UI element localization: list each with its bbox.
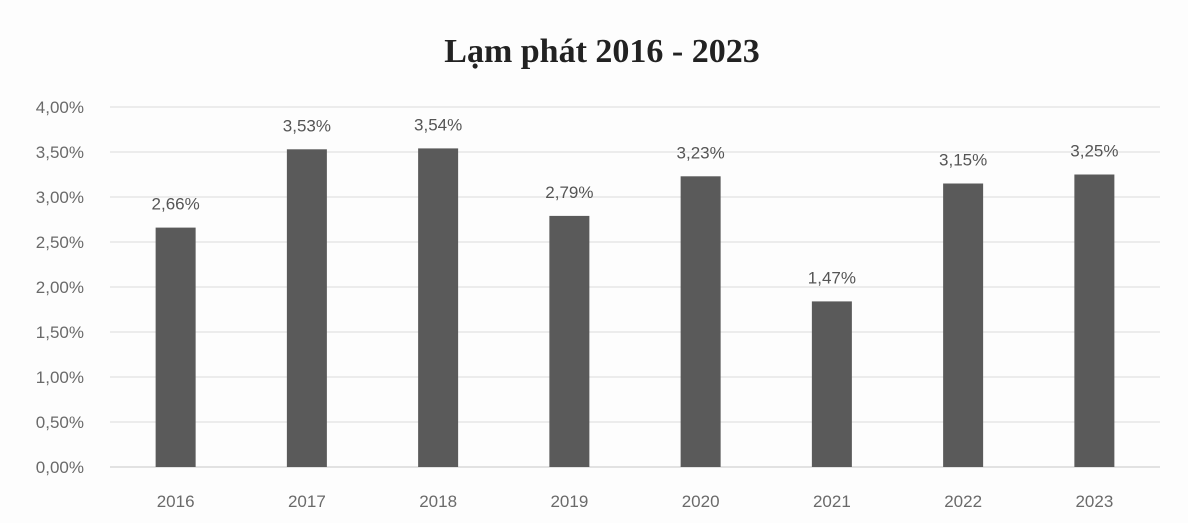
y-tick-label: 3,50% [36,143,84,162]
y-tick-label: 1,50% [36,323,84,342]
data-label: 3,15% [939,151,987,170]
x-tick-label: 2021 [813,492,851,511]
bar [549,215,590,467]
x-tick-label: 2017 [288,492,326,511]
data-labels: 2,66% 3,53% 3,54% 2,79% 3,23% 1,47% 3,15% 3,25% [152,115,1119,287]
bar [155,227,196,467]
data-label: 3,53% [283,116,331,135]
y-axis-ticks: 0,00% 0,50% 1,00% 1,50% 2,00% 2,50% 3,00% 3,50%… [36,98,84,477]
y-tick-label: 2,50% [36,233,84,252]
data-label: 3,25% [1070,142,1118,161]
bar [286,149,327,468]
data-label: 3,54% [414,115,462,134]
bar [418,148,459,467]
x-tick-label: 2019 [550,492,588,511]
y-tick-label: 3,00% [36,188,84,207]
bars [155,148,1115,468]
x-tick-label: 2020 [682,492,720,511]
data-label: 1,47% [808,268,856,287]
x-tick-label: 2022 [944,492,982,511]
x-tick-label: 2023 [1075,492,1113,511]
y-tick-label: 1,00% [36,368,84,387]
chart-title: Lạm phát 2016 - 2023 [444,33,759,70]
x-tick-label: 2016 [157,492,195,511]
x-tick-label: 2018 [419,492,457,511]
bar [943,183,984,467]
y-tick-label: 0,00% [36,458,84,477]
data-label: 2,79% [545,183,593,202]
bar [680,176,721,468]
x-axis-ticks: 2016 2017 2018 2019 2020 2021 2022 2023 [157,492,1114,511]
bar [1074,174,1115,467]
y-tick-label: 4,00% [36,98,84,117]
data-label: 3,23% [677,143,725,162]
y-tick-label: 2,00% [36,278,84,297]
data-label: 2,66% [152,195,200,214]
y-tick-label: 0,50% [36,413,84,432]
bar [811,301,852,467]
gridlines [110,106,1160,468]
